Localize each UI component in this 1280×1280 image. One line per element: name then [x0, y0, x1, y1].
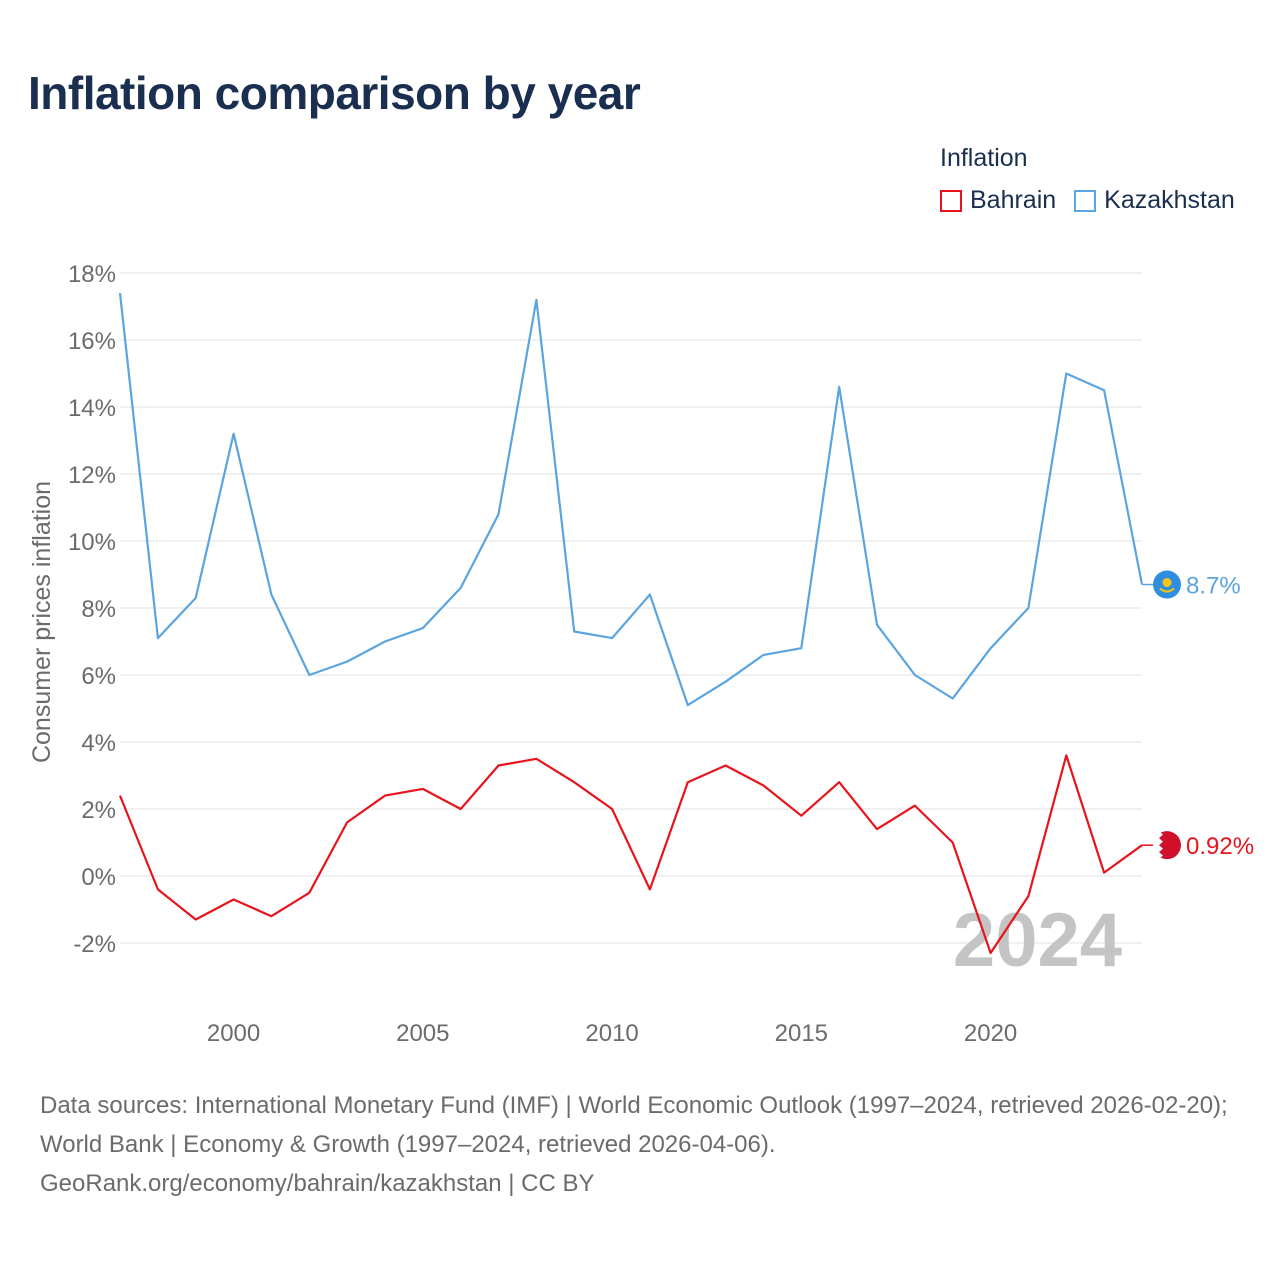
y-tick-label: 16% — [68, 328, 116, 355]
y-tick-label: 10% — [68, 529, 116, 556]
bahrain-flag-icon — [1153, 831, 1181, 860]
series-lines — [118, 292, 1144, 955]
x-tick-label: 2000 — [207, 1020, 260, 1047]
x-tick-label: 2020 — [964, 1020, 1017, 1047]
end-labels: 8.7% 0.92% — [1142, 570, 1254, 860]
y-tick-label: 0% — [81, 864, 116, 891]
legend: Bahrain Kazakhstan — [940, 186, 1253, 215]
x-axis: 2000 2005 2010 2015 2020 — [207, 1020, 1017, 1047]
data-sources: Data sources: International Monetary Fun… — [40, 1092, 1228, 1158]
y-tick-label: 4% — [81, 730, 116, 757]
x-tick-label: 2005 — [396, 1020, 449, 1047]
legend-swatch-bahrain — [940, 189, 962, 212]
y-axis-title: Consumer prices inflation — [28, 481, 56, 763]
year-watermark: 2024 — [953, 898, 1122, 983]
legend-title: Inflation — [940, 144, 1028, 172]
y-tick-label: 6% — [81, 663, 116, 690]
end-value-label-bahrain: 0.92% — [1186, 833, 1254, 860]
chart-title: Inflation comparison by year — [28, 67, 641, 119]
y-tick-label: 18% — [68, 261, 116, 288]
legend-swatch-kazakhstan — [1074, 189, 1097, 212]
series-line-bahrain[interactable] — [118, 754, 1143, 955]
gridlines — [120, 272, 1142, 944]
line-chart: -2% 0% 2% 4% 6% 8% 10% 12% 14% 16% 18% 2000 2005 201… — [28, 261, 1254, 1047]
x-tick-label: 2010 — [585, 1020, 638, 1047]
legend-label-kazakhstan: Kazakhstan — [1104, 186, 1235, 214]
y-tick-label: 12% — [68, 462, 116, 489]
legend-label-bahrain: Bahrain — [970, 186, 1057, 214]
y-axis: -2% 0% 2% 4% 6% 8% 10% 12% 14% 16% 18% — [68, 261, 116, 958]
y-tick-label: 14% — [68, 395, 116, 422]
y-tick-label: -2% — [73, 931, 116, 958]
legend-item-bahrain[interactable]: Bahrain — [940, 186, 1056, 215]
series-line-kazakhstan[interactable] — [118, 292, 1144, 707]
source-link[interactable]: GeoRank.org/economy/bahrain/kazakhstan |… — [40, 1170, 595, 1197]
y-tick-label: 8% — [81, 596, 116, 623]
legend-item-kazakhstan[interactable]: Kazakhstan — [1074, 186, 1235, 215]
footer: Data sources: International Monetary Fun… — [40, 1086, 1250, 1203]
kazakhstan-flag-icon — [1153, 570, 1181, 599]
y-tick-label: 2% — [81, 797, 116, 824]
x-tick-label: 2015 — [775, 1020, 828, 1047]
end-value-label-kazakhstan: 8.7% — [1186, 573, 1241, 600]
